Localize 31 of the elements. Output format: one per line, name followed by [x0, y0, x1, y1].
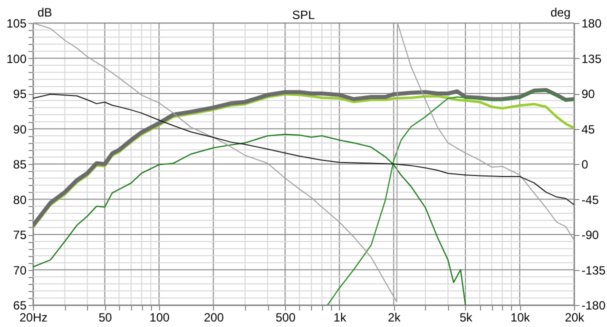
x-tick-label: 100	[150, 310, 170, 324]
y-axis-title: dB	[38, 6, 52, 20]
y2-tick-label: 45	[582, 122, 596, 136]
y2-tick-label: 180	[582, 16, 602, 30]
y2-tick-label: -90	[582, 228, 600, 242]
chart-title: SPL	[292, 8, 316, 22]
y-tick-label: 100	[6, 52, 27, 66]
y-tick-label: 95	[13, 87, 27, 101]
y-tick-label: 75	[13, 228, 27, 242]
x-tick-label: 10k	[510, 310, 531, 324]
y-tick-label: 65	[13, 298, 27, 312]
x-tick-label: 50	[98, 310, 112, 324]
y-tick-label: 80	[13, 192, 27, 207]
y-tick-label: 70	[13, 263, 27, 278]
y-tick-label: 90	[13, 122, 27, 136]
x-tick-label: 20Hz	[19, 310, 48, 324]
x-tick-label: 500	[276, 310, 296, 324]
y-tick-label: 105	[6, 16, 27, 30]
y2-tick-label: 135	[582, 52, 602, 66]
y-tick-label: 85	[13, 158, 27, 172]
x-tick-label: 200	[204, 310, 224, 324]
x-tick-label: 2k	[388, 310, 402, 324]
x-tick-label: 1k	[334, 310, 348, 324]
y2-tick-label: 90	[582, 87, 596, 101]
y2-tick-label: -180	[582, 298, 606, 312]
y2-tick-label: 0	[582, 158, 588, 172]
x-tick-label: 5k	[460, 310, 474, 324]
y2-axis-title: deg	[550, 6, 570, 20]
y2-tick-label: -45	[582, 192, 600, 207]
x-tick-label: 20k	[564, 310, 586, 324]
y2-tick-label: -135	[582, 263, 606, 278]
